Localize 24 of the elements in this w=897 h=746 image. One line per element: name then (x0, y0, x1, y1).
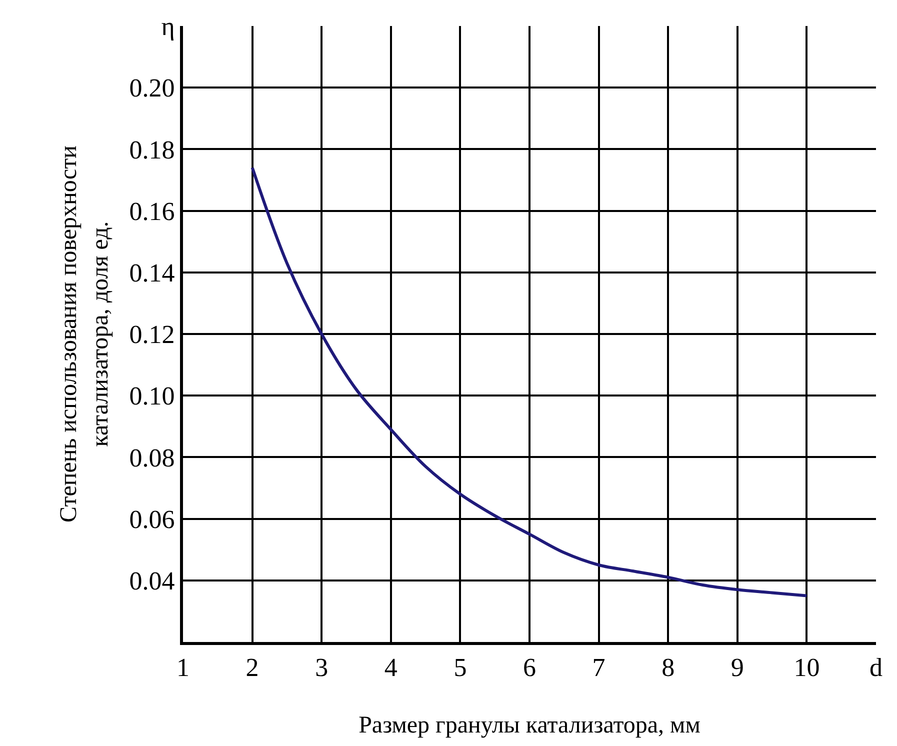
y-tick-label: η (161, 12, 175, 42)
x-tick-label: 4 (384, 653, 398, 682)
y-tick-label: 0.12 (129, 320, 175, 350)
x-tick-label: 5 (454, 653, 467, 682)
x-tick-label: 3 (315, 653, 328, 682)
x-tick-label: 7 (592, 653, 606, 682)
y-tick-label: 0.10 (129, 382, 175, 411)
x-tick-label: d (870, 653, 882, 682)
x-tick-label: 9 (730, 653, 744, 682)
y-axis-title: Степень использования поверхности катализатора, доля ед. (56, 145, 114, 522)
x-tick-label: 1 (176, 653, 190, 682)
y-tick-label: 0.14 (129, 258, 175, 288)
line-series (250, 166, 808, 598)
y-tick-label: 0.18 (129, 135, 175, 164)
x-tick-label: 10 (794, 653, 820, 682)
x-tick-label: 6 (523, 653, 536, 682)
x-tick-label: 8 (662, 653, 675, 682)
y-tick-label: 0.16 (129, 196, 175, 226)
y-tick-label: 0.06 (129, 504, 175, 534)
y-tick-label: 0.20 (129, 74, 175, 103)
x-axis-title: Размер гранулы катализатора, мм (358, 712, 700, 738)
y-tick-label: 0.08 (129, 443, 175, 472)
y-tick-label: 0.04 (129, 566, 175, 596)
x-tick-label: 2 (246, 653, 259, 682)
